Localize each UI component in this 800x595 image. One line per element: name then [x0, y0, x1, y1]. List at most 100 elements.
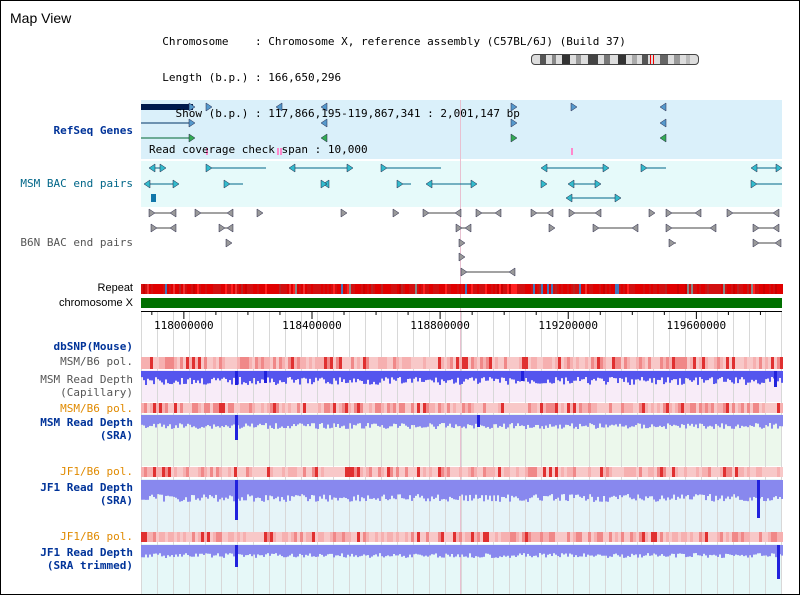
refseq-tick — [206, 148, 208, 155]
track-label-jf1-b6-pol-1[interactable]: JF1/B6 pol. — [60, 465, 133, 478]
jf1-b6-pol-strip — [447, 532, 450, 542]
jf1-trim-depth-bar — [497, 545, 499, 558]
capillary-depth-bar — [291, 371, 293, 380]
msm-b6-pol-strip — [252, 403, 255, 413]
jf1-trim-depth-bar — [759, 545, 761, 554]
capillary-depth-bar — [655, 371, 657, 385]
msm-b6-pol-strip — [426, 403, 429, 413]
ideogram-region-marker[interactable] — [650, 55, 654, 64]
msm-b6-pol-strip — [561, 403, 564, 413]
msm-bac-end — [540, 179, 548, 189]
jf1-b6-pol-strip — [639, 532, 642, 542]
track-label-jf1-b6-pol-2[interactable]: JF1/B6 pol. — [60, 530, 133, 543]
jf1-trim-depth-bar — [723, 545, 725, 558]
msm-b6-pol-strip — [726, 403, 729, 413]
msm-sra-depth-bar — [315, 415, 317, 429]
capillary-depth-bar — [723, 371, 725, 382]
jf1-sra-depth-bar — [335, 480, 337, 498]
jf1-sra-depth-bar — [579, 480, 581, 497]
msm-sra-depth-bar — [609, 415, 611, 426]
jf1-trim-depth-bar — [589, 545, 591, 556]
repeat-segment — [609, 284, 611, 294]
b6n-bac-end — [225, 238, 233, 248]
repeat-segment — [303, 284, 305, 294]
jf1-trim-depth-bar — [735, 545, 737, 555]
msm-sra-depth-bar — [545, 415, 547, 426]
msm-b6-pol-strip — [231, 357, 234, 369]
repeat-segment — [289, 284, 291, 294]
msm-b6-pol-strip — [441, 403, 444, 413]
repeat-segment — [563, 284, 565, 294]
jf1-sra-depth-bar — [599, 480, 601, 502]
track-label-refseq-genes[interactable]: RefSeq Genes — [53, 124, 133, 137]
msm-sra-depth-bar — [183, 415, 185, 428]
capillary-depth-bar — [241, 371, 243, 385]
repeat-segment — [317, 284, 319, 294]
jf1-trim-depth-bar — [363, 545, 365, 555]
track-label-msm-bac-end-pairs[interactable]: MSM BAC end pairs — [20, 177, 133, 190]
jf1-trim-depth-bar — [403, 545, 405, 556]
msm-sra-depth-bar — [703, 415, 705, 426]
msm-b6-pol-strip — [747, 403, 750, 413]
jf1-b6-pol-strip — [750, 532, 753, 542]
jf1-b6-pol-strip — [171, 467, 174, 477]
repeat-segment — [397, 284, 399, 294]
track-label-jf1-read-depth-trimmed[interactable]: JF1 Read Depth — [40, 546, 133, 559]
track-label-msm-b6-pol-2[interactable]: MSM/B6 pol. — [60, 402, 133, 415]
chromosome-row: Chromosome : Chromosome X, reference ass… — [162, 35, 626, 48]
msm-b6-pol-strip — [567, 357, 570, 369]
repeat-segment — [769, 284, 771, 294]
capillary-depth-bar — [683, 371, 685, 384]
refseq-gene-arrow — [510, 102, 518, 112]
repeat-segment — [369, 284, 371, 294]
capillary-depth-bar — [759, 371, 761, 385]
jf1-trim-depth-bar — [647, 545, 649, 554]
capillary-depth-bar — [319, 371, 321, 379]
msm-b6-pol-strip — [342, 357, 345, 369]
track-label-jf1-read-depth-sra[interactable]: JF1 Read Depth — [40, 481, 133, 494]
repeat-segment — [417, 284, 419, 294]
jf1-sra-depth-bar — [567, 480, 569, 502]
repeat-segment — [513, 284, 515, 294]
jf1-trim-depth-bar — [167, 545, 169, 556]
span-row: Read coverage check span : 10,000 — [149, 143, 368, 156]
jf1-sra-depth-bar — [503, 480, 505, 498]
msm-sra-depth-bar — [729, 415, 731, 427]
msm-sra-depth-bar — [215, 415, 217, 427]
jf1-b6-pol-strip — [627, 467, 630, 477]
repeat-segment — [339, 284, 341, 294]
msm-sra-depth-bar — [563, 415, 565, 428]
jf1-trim-depth-bar — [591, 545, 593, 556]
msm-b6-pol-strip — [348, 357, 351, 369]
jf1-b6-pol-strip — [495, 532, 498, 542]
jf1-sra-depth-bar — [505, 480, 507, 499]
jf1-trim-depth-bar — [161, 545, 163, 557]
track-label-b6n-bac-end-pairs[interactable]: B6N BAC end pairs — [20, 236, 133, 249]
capillary-depth-bar — [555, 371, 557, 378]
jf1-b6-pol-strip — [318, 467, 321, 477]
jf1-trim-depth-bar — [279, 545, 281, 555]
msm-sra-depth-bar — [551, 415, 553, 427]
msm-sra-depth-bar — [741, 415, 743, 426]
chromosome-ideogram[interactable] — [531, 54, 699, 65]
track-label-msm-b6-pol-1[interactable]: MSM/B6 pol. — [60, 355, 133, 368]
repeat-segment — [717, 284, 719, 294]
msm-sra-depth-bar — [377, 415, 379, 426]
msm-sra-depth-bar — [355, 415, 357, 426]
msm-sra-depth-bar — [745, 415, 747, 427]
repeat-segment — [423, 284, 425, 294]
jf1-b6-pol-strip — [756, 532, 759, 542]
jf1-sra-depth-bar — [413, 480, 415, 498]
track-label-msm-read-depth-sra[interactable]: MSM Read Depth — [40, 416, 133, 429]
msm-b6-pol-strip — [489, 357, 492, 369]
track-label-msm-read-depth-capillary[interactable]: MSM Read Depth — [40, 373, 133, 386]
jf1-trim-depth-bar — [587, 545, 589, 555]
repeat-segment — [465, 284, 467, 294]
jf1-sra-depth-bar — [585, 480, 587, 501]
track-label-dbsnp[interactable]: dbSNP(Mouse) — [53, 340, 133, 353]
jf1-sra-depth-bar — [769, 480, 771, 501]
capillary-depth-bar — [151, 371, 153, 381]
repeat-segment — [601, 284, 603, 294]
jf1-b6-pol-strip — [315, 467, 318, 477]
